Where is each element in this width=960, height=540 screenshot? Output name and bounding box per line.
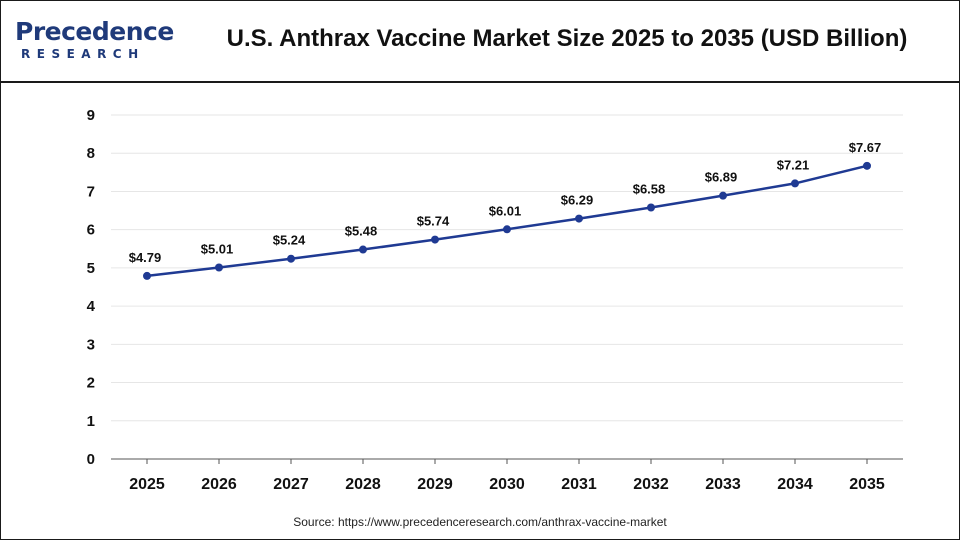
data-label: $5.01 [201, 242, 234, 257]
data-label: $6.29 [561, 193, 594, 208]
data-label: $7.67 [849, 140, 882, 155]
x-tick-label: 2035 [849, 476, 885, 493]
y-tick-label: 8 [87, 145, 95, 162]
data-point [143, 271, 151, 280]
data-point [359, 245, 367, 254]
y-tick-labels: 0 1 2 3 4 5 6 7 8 9 [87, 107, 96, 468]
data-point [647, 203, 655, 212]
data-label: $6.89 [705, 170, 738, 185]
x-tick-label: 2030 [489, 476, 525, 493]
data-point [791, 179, 799, 188]
x-tick-label: 2025 [129, 476, 165, 493]
y-tick-label: 9 [87, 107, 95, 124]
data-points [143, 161, 871, 280]
axes [111, 458, 903, 464]
chart-title: U.S. Anthrax Vaccine Market Size 2025 to… [226, 25, 908, 52]
series-line-group [146, 164, 868, 278]
logo-wordmark: Precedence [15, 17, 174, 46]
y-tick-label: 5 [87, 260, 95, 277]
data-labels: $4.79 $5.01 $5.24 $5.48 $5.74 $6.01 $6.29 $6.58… [129, 140, 882, 265]
logo-subtext: RESEARCH [21, 47, 145, 61]
data-point [503, 225, 511, 234]
x-tick-label: 2026 [201, 476, 237, 493]
y-tick-label: 1 [87, 413, 95, 430]
brand-logo: Precedence RESEARCH [15, 17, 174, 67]
y-tick-label: 7 [87, 183, 95, 200]
data-point [575, 214, 583, 223]
data-point [287, 254, 295, 263]
data-label: $6.58 [633, 181, 666, 196]
x-tick-label: 2034 [777, 476, 813, 493]
data-label: $4.79 [129, 250, 162, 265]
x-tick-label: 2031 [561, 476, 597, 493]
x-tick-label: 2032 [633, 476, 669, 493]
source-note: Source: https://www.precedenceresearch.c… [293, 515, 667, 529]
y-tick-label: 2 [87, 375, 95, 392]
data-label: $5.74 [417, 214, 450, 229]
y-tick-label: 0 [87, 451, 95, 468]
series-line [146, 164, 868, 278]
data-label: $6.01 [489, 203, 522, 218]
y-tick-label: 4 [87, 298, 96, 315]
x-tick-label: 2029 [417, 476, 453, 493]
data-label: $5.48 [345, 224, 378, 239]
data-point [431, 235, 439, 244]
data-label: $5.24 [273, 233, 306, 248]
data-point [863, 161, 871, 170]
y-tick-label: 3 [87, 336, 95, 353]
x-tick-label: 2028 [345, 476, 381, 493]
data-point [215, 263, 223, 272]
x-tick-label: 2033 [705, 476, 741, 493]
x-tick-label: 2027 [273, 476, 309, 493]
header: Precedence RESEARCH U.S. Anthrax Vaccine… [1, 1, 959, 83]
data-label: $7.21 [777, 157, 810, 172]
data-point [719, 191, 727, 200]
y-tick-label: 6 [87, 222, 95, 239]
x-tick-labels: 2025 2026 2027 2028 2029 2030 2031 2032 2033 2034… [129, 476, 885, 493]
